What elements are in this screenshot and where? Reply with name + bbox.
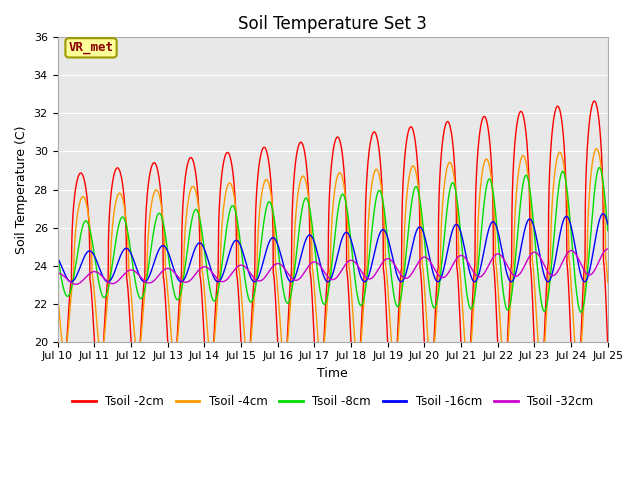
Tsoil -16cm	[387, 244, 394, 250]
Line: Tsoil -8cm: Tsoil -8cm	[58, 168, 608, 312]
Line: Tsoil -16cm: Tsoil -16cm	[58, 214, 608, 282]
Tsoil -4cm	[172, 351, 179, 357]
Tsoil -2cm	[207, 380, 215, 385]
Tsoil -16cm	[396, 278, 404, 284]
Tsoil -4cm	[604, 277, 611, 283]
Tsoil -16cm	[599, 211, 607, 216]
Tsoil -32cm	[387, 257, 394, 263]
Tsoil -16cm	[604, 221, 612, 227]
Tsoil -4cm	[552, 164, 559, 170]
Tsoil -32cm	[396, 271, 404, 276]
Tsoil -16cm	[54, 255, 61, 261]
Tsoil -4cm	[387, 322, 394, 327]
Tsoil -32cm	[172, 271, 179, 276]
Tsoil -2cm	[387, 389, 394, 395]
Tsoil -8cm	[396, 300, 404, 305]
Tsoil -32cm	[72, 281, 79, 287]
Tsoil -8cm	[387, 263, 394, 268]
Tsoil -2cm	[604, 340, 611, 346]
Tsoil -32cm	[207, 268, 215, 274]
Tsoil -2cm	[172, 366, 179, 372]
Tsoil -2cm	[591, 98, 598, 104]
Tsoil -8cm	[604, 228, 612, 234]
Tsoil -8cm	[577, 310, 585, 315]
Tsoil -8cm	[604, 226, 611, 232]
Y-axis label: Soil Temperature (C): Soil Temperature (C)	[15, 125, 28, 254]
Tsoil -32cm	[54, 270, 61, 276]
Tsoil -2cm	[572, 418, 580, 423]
Tsoil -2cm	[552, 107, 559, 113]
Tsoil -8cm	[552, 216, 559, 221]
Tsoil -4cm	[574, 364, 582, 370]
Tsoil -8cm	[172, 294, 179, 300]
Line: Tsoil -32cm: Tsoil -32cm	[58, 249, 608, 284]
Tsoil -32cm	[604, 246, 611, 252]
Tsoil -4cm	[396, 310, 404, 316]
Line: Tsoil -4cm: Tsoil -4cm	[58, 149, 608, 367]
Tsoil -32cm	[552, 271, 559, 277]
Tsoil -2cm	[54, 334, 61, 340]
Tsoil -4cm	[593, 146, 600, 152]
Tsoil -4cm	[54, 289, 61, 295]
Text: VR_met: VR_met	[68, 41, 113, 54]
Tsoil -32cm	[604, 246, 612, 252]
X-axis label: Time: Time	[317, 367, 348, 380]
Tsoil -8cm	[596, 165, 604, 170]
Tsoil -2cm	[604, 345, 612, 350]
Tsoil -16cm	[172, 271, 179, 276]
Tsoil -16cm	[604, 221, 611, 227]
Tsoil -2cm	[396, 285, 404, 290]
Tsoil -8cm	[207, 292, 215, 298]
Tsoil -4cm	[207, 353, 215, 359]
Legend: Tsoil -2cm, Tsoil -4cm, Tsoil -8cm, Tsoil -16cm, Tsoil -32cm: Tsoil -2cm, Tsoil -4cm, Tsoil -8cm, Tsoi…	[67, 390, 598, 413]
Line: Tsoil -2cm: Tsoil -2cm	[58, 101, 608, 420]
Tsoil -8cm	[54, 252, 61, 258]
Tsoil -16cm	[508, 279, 515, 285]
Title: Soil Temperature Set 3: Soil Temperature Set 3	[238, 15, 427, 33]
Tsoil -16cm	[207, 267, 215, 273]
Tsoil -16cm	[552, 255, 559, 261]
Tsoil -4cm	[604, 280, 612, 286]
